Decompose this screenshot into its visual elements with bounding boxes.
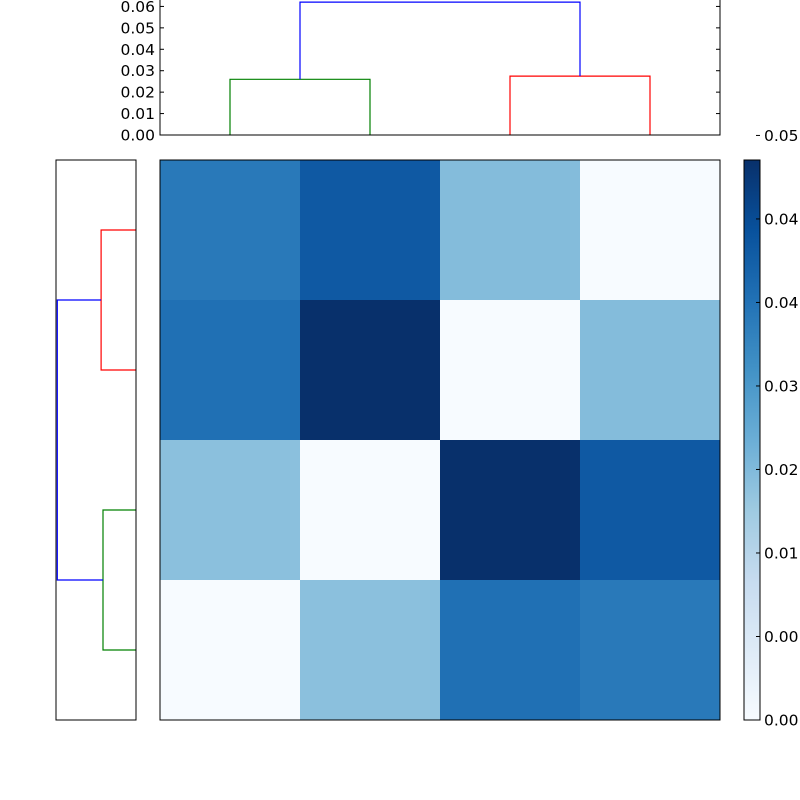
top-dendrogram-ytick-label-4: 0.04 [120, 41, 155, 59]
heatmap-cell-r1-c0 [160, 300, 301, 441]
heatmap-cell-r2-c2 [440, 440, 581, 581]
left-dendrogram-link-0 [100, 229, 136, 371]
colorbar-tick-label-3: 0.02 [764, 461, 799, 479]
colorbar: 0.00 0.00 0.01 0.02 0.03 0.04 0.04 0.05 [743, 127, 799, 730]
heatmap-cell-r3-c0 [160, 580, 301, 721]
colorbar-frame [743, 159, 761, 721]
top-dendrogram-ytick-label-6: 0.06 [120, 0, 155, 16]
colorbar-tick-label-0: 0.00 [764, 712, 799, 730]
heatmap-cell-r3-c2 [440, 580, 581, 721]
top-dendrogram-link-0 [229, 78, 371, 135]
top-dendrogram-ytick-label-5: 0.05 [120, 19, 155, 37]
colorbar-tick-label-2: 0.01 [764, 544, 799, 562]
heatmap-cell-r3-c1 [300, 580, 441, 721]
left-dendrogram [55, 159, 137, 721]
heatmap-cell-r0-c3 [580, 160, 721, 301]
heatmap-cell-r2-c3 [580, 440, 721, 581]
colorbar-gradient [744, 160, 760, 720]
heatmap [159, 159, 721, 721]
colorbar-tick-label-7: 0.05 [764, 127, 799, 145]
top-dendrogram: 0.00 0.01 0.02 0.03 0.04 0.05 0.06 [120, 0, 721, 145]
heatmap-cell-r0-c2 [440, 160, 581, 301]
top-dendrogram-link-2 [299, 1, 581, 80]
top-dendrogram-frame [159, 0, 721, 136]
colorbar-tick-label-5: 0.04 [764, 294, 799, 312]
heatmap-cell-r0-c1 [300, 160, 441, 301]
heatmap-cell-r1-c2 [440, 300, 581, 441]
top-dendrogram-ytick-label-3: 0.03 [120, 62, 155, 80]
top-dendrogram-ytick-label-1: 0.01 [120, 105, 155, 123]
heatmap-cell-r1-c3 [580, 300, 721, 441]
top-dendrogram-link-1 [509, 75, 651, 135]
heatmap-frame [159, 159, 721, 721]
top-dendrogram-ytick-label-2: 0.02 [120, 84, 155, 102]
colorbar-tick-label-1: 0.00 [764, 628, 799, 646]
colorbar-tick-label-4: 0.03 [764, 377, 799, 395]
heatmap-cell-r0-c0 [160, 160, 301, 301]
heatmap-cell-r2-c1 [300, 440, 441, 581]
left-dendrogram-link-2 [56, 299, 103, 581]
heatmap-cell-r2-c0 [160, 440, 301, 581]
top-dendrogram-ytick-label-0: 0.00 [120, 127, 155, 145]
left-dendrogram-frame [55, 159, 137, 721]
heatmap-cell-r3-c3 [580, 580, 721, 721]
colorbar-tick-label-6: 0.04 [764, 210, 799, 228]
left-dendrogram-link-1 [102, 509, 136, 651]
heatmap-cell-r1-c1 [300, 300, 441, 441]
